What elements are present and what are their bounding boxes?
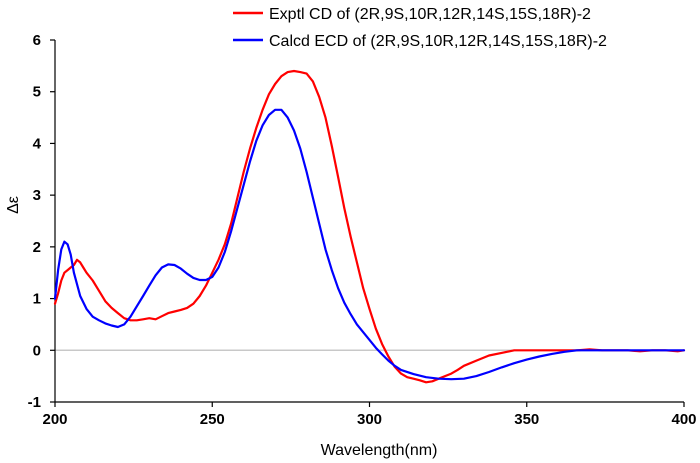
x-tick-label: 400	[671, 411, 696, 428]
x-axis-title: Wavelength(nm)	[321, 442, 438, 459]
y-tick-label: 6	[33, 32, 41, 49]
series-line-exptl	[53, 69, 686, 384]
series-line-calcd	[53, 108, 686, 381]
legend-label-calcd: Calcd ECD of (2R,9S,10R,12R,14S,15S,18R)…	[269, 33, 607, 50]
y-tick-label: 1	[33, 291, 41, 308]
legend-label-exptl: Exptl CD of (2R,9S,10R,12R,14S,15S,18R)-…	[269, 6, 591, 23]
legend: Exptl CD of (2R,9S,10R,12R,14S,15S,18R)-…	[233, 6, 607, 50]
y-axis-title: Δε	[5, 196, 22, 214]
series-group	[53, 69, 686, 384]
x-tick-label: 200	[42, 411, 67, 428]
x-tick-label: 250	[200, 411, 225, 428]
y-axis-ticks: -1 0 1 2 3 4 5 6	[28, 32, 55, 411]
x-tick-label: 350	[514, 411, 539, 428]
y-tick-label: 5	[33, 84, 41, 101]
y-tick-label: 2	[33, 239, 41, 256]
y-tick-label: 0	[33, 342, 41, 359]
x-tick-label: 300	[357, 411, 382, 428]
x-axis-ticks: 200 250 300 350 400	[42, 402, 697, 428]
y-tick-label: 4	[33, 135, 42, 152]
y-tick-label: -1	[28, 394, 41, 411]
y-tick-label: 3	[33, 187, 41, 204]
